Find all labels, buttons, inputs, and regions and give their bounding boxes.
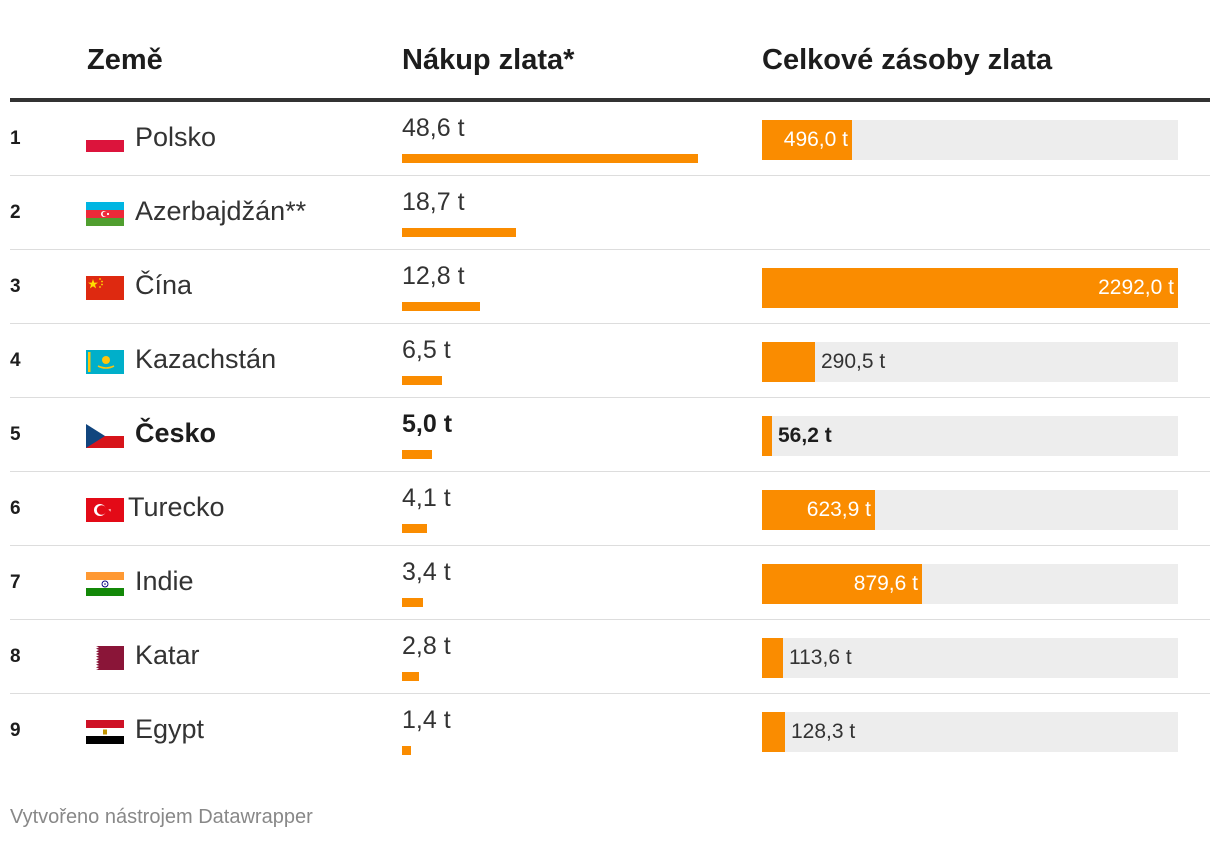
azerbaijan-flag [86,202,124,226]
row-divider [10,545,1210,546]
table-row: 1 Polsko 48,6 t 496,0 t [10,102,1210,176]
reserves-value-label: 623,9 t [806,498,871,521]
table-header: Země Nákup zlata* Celkové zásoby zlata [0,0,1220,102]
rank-number: 1 [10,128,21,149]
country-name: Polsko [135,122,217,152]
table-row: 7 Indie 3,4 t 879,6 t [10,546,1210,620]
rank-number: 3 [10,276,21,297]
qatar-flag [86,646,124,670]
rank-number: 6 [10,498,21,519]
table-row: 6 Turecko 4,1 t 623,9 t [10,472,1210,546]
purchase-value-label: 48,6 t [402,114,465,142]
india-flag [86,572,124,596]
table-row: 8 Katar 2,8 t 113,6 t [10,620,1210,694]
reserves-bar-track [762,712,1178,752]
rank-number: 9 [10,720,21,741]
reserves-bar [762,712,785,752]
header-country: Země [87,44,163,76]
country-name: Katar [135,640,200,670]
header-gold-reserves: Celkové zásoby zlata [762,44,1053,76]
header-gold-purchase: Nákup zlata* [402,44,575,76]
country-name: Česko [135,418,217,448]
reserves-bar [762,342,815,382]
reserves-bar [762,268,1178,308]
reserves-value-label: 128,3 t [791,720,856,743]
country-name: Čína [135,270,193,300]
reserves-bar-track [762,638,1178,678]
reserves-bar [762,120,852,160]
row-divider [10,249,1210,250]
purchase-bar [402,672,419,681]
table-row: 9 Egypt 1,4 t 128,3 t [10,694,1210,768]
purchase-bar [402,154,698,163]
reserves-value-label: 2292,0 t [1098,276,1174,299]
purchase-bar [402,376,442,385]
table-row: 2 Azerbajdžán** 18,7 t [10,176,1210,250]
country-name: Indie [135,566,194,596]
purchase-bar [402,228,516,237]
table-row: 5 Česko 5,0 t 56,2 t [10,398,1210,472]
datawrapper-credit: Vytvořeno nástrojem Datawrapper [10,806,313,828]
reserves-value-label: 290,5 t [821,350,886,373]
purchase-bar [402,746,411,755]
table-row: 3 Čína 12,8 t 2292,0 t [10,250,1210,324]
czechia-flag [86,424,124,448]
purchase-bar [402,598,423,607]
purchase-value-label: 2,8 t [402,632,451,660]
reserves-value-label: 879,6 t [853,572,918,595]
rank-number: 5 [10,424,21,445]
rank-number: 8 [10,646,21,667]
reserves-bar-track [762,416,1178,456]
country-name: Kazachstán [135,344,277,374]
country-name: Azerbajdžán** [135,196,307,226]
country-name: Turecko [128,492,225,522]
purchase-value-label: 18,7 t [402,188,465,216]
rank-number: 7 [10,572,21,593]
reserves-bar [762,416,772,456]
reserves-bar-track [762,342,1178,382]
country-name: Egypt [135,714,205,744]
purchase-value-label: 5,0 t [402,410,453,438]
reserves-bar [762,490,875,530]
purchase-bar [402,450,432,459]
kazakhstan-flag [86,350,124,374]
header-rule [10,98,1210,102]
purchase-value-label: 3,4 t [402,558,451,586]
rank-number: 2 [10,202,21,223]
row-divider [10,323,1210,324]
reserves-value-label: 496,0 t [783,128,848,151]
reserves-value-label: 113,6 t [789,646,852,669]
reserves-value-label: 56,2 t [778,424,832,447]
row-divider [10,397,1210,398]
poland-flag [86,128,124,152]
purchase-bar [402,302,480,311]
row-divider [10,693,1210,694]
china-flag [86,276,124,300]
reserves-bar [762,638,783,678]
purchase-value-label: 4,1 t [402,484,451,512]
rank-number: 4 [10,350,21,371]
row-divider [10,471,1210,472]
purchase-value-label: 6,5 t [402,336,451,364]
turkey-flag [86,498,124,522]
table-row: 4 Kazachstán 6,5 t 290,5 t [10,324,1210,398]
reserves-bar [762,564,922,604]
purchase-value-label: 1,4 t [402,706,451,734]
purchase-value-label: 12,8 t [402,262,465,290]
row-divider [10,175,1210,176]
egypt-flag [86,720,124,744]
row-divider [10,619,1210,620]
purchase-bar [402,524,427,533]
